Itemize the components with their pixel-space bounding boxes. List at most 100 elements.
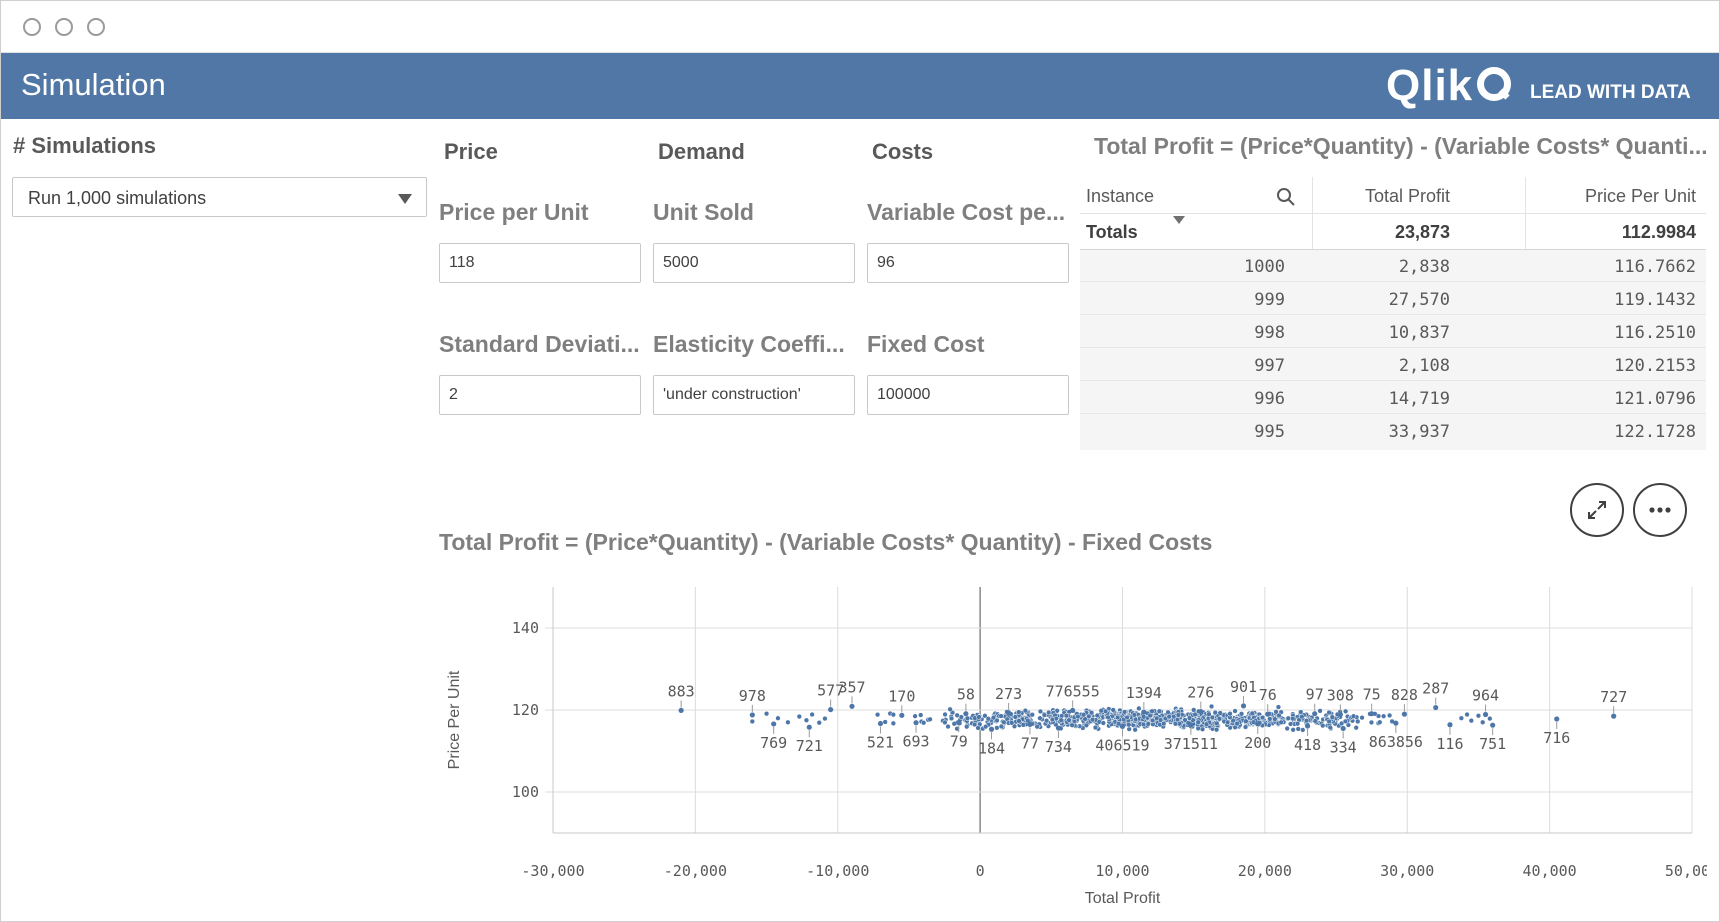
price-per-unit-input[interactable]	[439, 243, 641, 283]
labeled-data-point	[1369, 711, 1375, 717]
data-point	[1487, 715, 1493, 722]
data-point	[1273, 709, 1279, 715]
data-point	[1359, 715, 1365, 721]
sort-descending-icon[interactable]	[1173, 216, 1185, 224]
data-point	[1001, 719, 1007, 725]
data-point	[1353, 725, 1359, 731]
data-label: 734	[1045, 738, 1072, 756]
table-row[interactable]: 998 10,837 116.2510	[1080, 316, 1706, 348]
data-point	[985, 716, 991, 722]
more-options-button[interactable]	[1633, 483, 1687, 537]
expand-button[interactable]	[1570, 483, 1624, 537]
data-point	[1086, 713, 1092, 720]
data-point	[1343, 708, 1349, 714]
data-point	[882, 719, 888, 725]
table-row[interactable]: 997 2,108 120.2153	[1080, 349, 1706, 381]
simulations-label: # Simulations	[13, 133, 157, 158]
data-point	[1102, 708, 1109, 714]
labeled-data-point	[1055, 725, 1062, 731]
price-cell: 122.1728	[1614, 422, 1696, 442]
data-point	[1124, 714, 1130, 721]
data-point	[1458, 715, 1465, 721]
data-point	[982, 713, 988, 719]
data-point	[749, 718, 755, 725]
data-point	[1043, 718, 1050, 724]
data-point	[1115, 714, 1121, 721]
data-point	[1149, 717, 1156, 724]
data-point	[1312, 718, 1318, 724]
labeled-data-point	[771, 721, 777, 727]
totals-label: Totals	[1086, 222, 1138, 242]
profit-cell: 2,838	[1398, 257, 1450, 277]
data-point	[1100, 720, 1106, 726]
y-tick-label: 120	[512, 701, 539, 719]
data-point	[1287, 721, 1294, 727]
window-minimize-button[interactable]	[55, 18, 73, 36]
data-point	[1083, 722, 1090, 728]
data-point	[1195, 719, 1201, 725]
search-icon[interactable]	[1276, 187, 1296, 207]
data-point	[785, 719, 791, 725]
data-point	[1192, 711, 1198, 718]
app-title: Simulation	[21, 67, 166, 102]
window-close-button[interactable]	[23, 18, 41, 36]
data-point	[1303, 718, 1310, 724]
x-tick-label: 0	[976, 862, 985, 880]
labeled-data-point	[1006, 710, 1012, 716]
data-point	[1094, 712, 1100, 719]
labeled-data-point	[749, 712, 755, 718]
data-point	[1126, 722, 1132, 728]
price-per-unit-column-header[interactable]: Price Per Unit	[1584, 186, 1696, 206]
data-point	[1338, 720, 1345, 727]
data-point	[1105, 714, 1111, 720]
data-label: 287	[1422, 680, 1449, 698]
labeled-data-point	[1447, 722, 1453, 728]
data-point	[1238, 711, 1245, 717]
simulations-dropdown[interactable]: Run 1,000 simulations	[12, 177, 427, 217]
fixed-cost-input[interactable]	[867, 375, 1069, 415]
data-label: 901	[1230, 678, 1257, 696]
data-point	[954, 726, 960, 732]
profit-cell: 27,570	[1388, 290, 1450, 310]
data-point	[1063, 713, 1070, 719]
data-point	[1203, 721, 1210, 727]
data-point	[1131, 712, 1138, 718]
data-label: 863856	[1369, 733, 1423, 751]
table-row[interactable]: 995 33,937 122.1728	[1080, 415, 1706, 447]
data-label: 577	[817, 682, 844, 700]
instance-cell: 1000	[1244, 257, 1285, 277]
window-maximize-button[interactable]	[87, 18, 105, 36]
expand-icon	[1588, 501, 1606, 519]
data-point	[1276, 712, 1282, 719]
table-title: Total Profit = (Price*Quantity) - (Varia…	[1094, 133, 1706, 159]
variable-cost-input[interactable]	[867, 243, 1069, 283]
data-point	[920, 720, 927, 726]
table-row[interactable]: 996 14,719 121.0796	[1080, 382, 1706, 414]
standard-deviation-input[interactable]	[439, 375, 641, 415]
total-profit-column-header[interactable]: Total Profit	[1364, 186, 1450, 206]
data-point	[1172, 721, 1179, 727]
data-point	[1234, 720, 1240, 727]
unit-sold-label: Unit Sold	[653, 199, 754, 225]
instance-column-header[interactable]: Instance	[1086, 186, 1155, 206]
data-point	[1066, 717, 1072, 723]
labeled-data-point	[806, 724, 812, 730]
unit-sold-input[interactable]	[653, 243, 855, 283]
elasticity-coefficient-input[interactable]	[653, 375, 855, 415]
table-row[interactable]: 999 27,570 119.1432	[1080, 283, 1706, 315]
scatter-chart[interactable]: -30,000 -20,000 -10,000 0 10,000 20,000 30,000…	[431, 581, 1707, 911]
instance-cell: 995	[1254, 422, 1285, 442]
data-label: 77	[1021, 734, 1039, 752]
data-label: 716	[1543, 729, 1570, 747]
data-point	[1300, 727, 1306, 733]
data-point	[1037, 708, 1044, 715]
labeled-data-point	[877, 720, 884, 727]
data-point	[1012, 714, 1018, 720]
data-label: 334	[1330, 738, 1357, 756]
column-heading-demand: Demand	[658, 139, 745, 164]
table-row[interactable]: 1000 2,838 116.7662	[1080, 250, 1706, 282]
profit-cell: 10,837	[1388, 323, 1450, 343]
data-point	[994, 717, 1000, 724]
data-point	[1284, 725, 1290, 732]
variable-cost-label: Variable Cost pe...	[867, 199, 1066, 225]
